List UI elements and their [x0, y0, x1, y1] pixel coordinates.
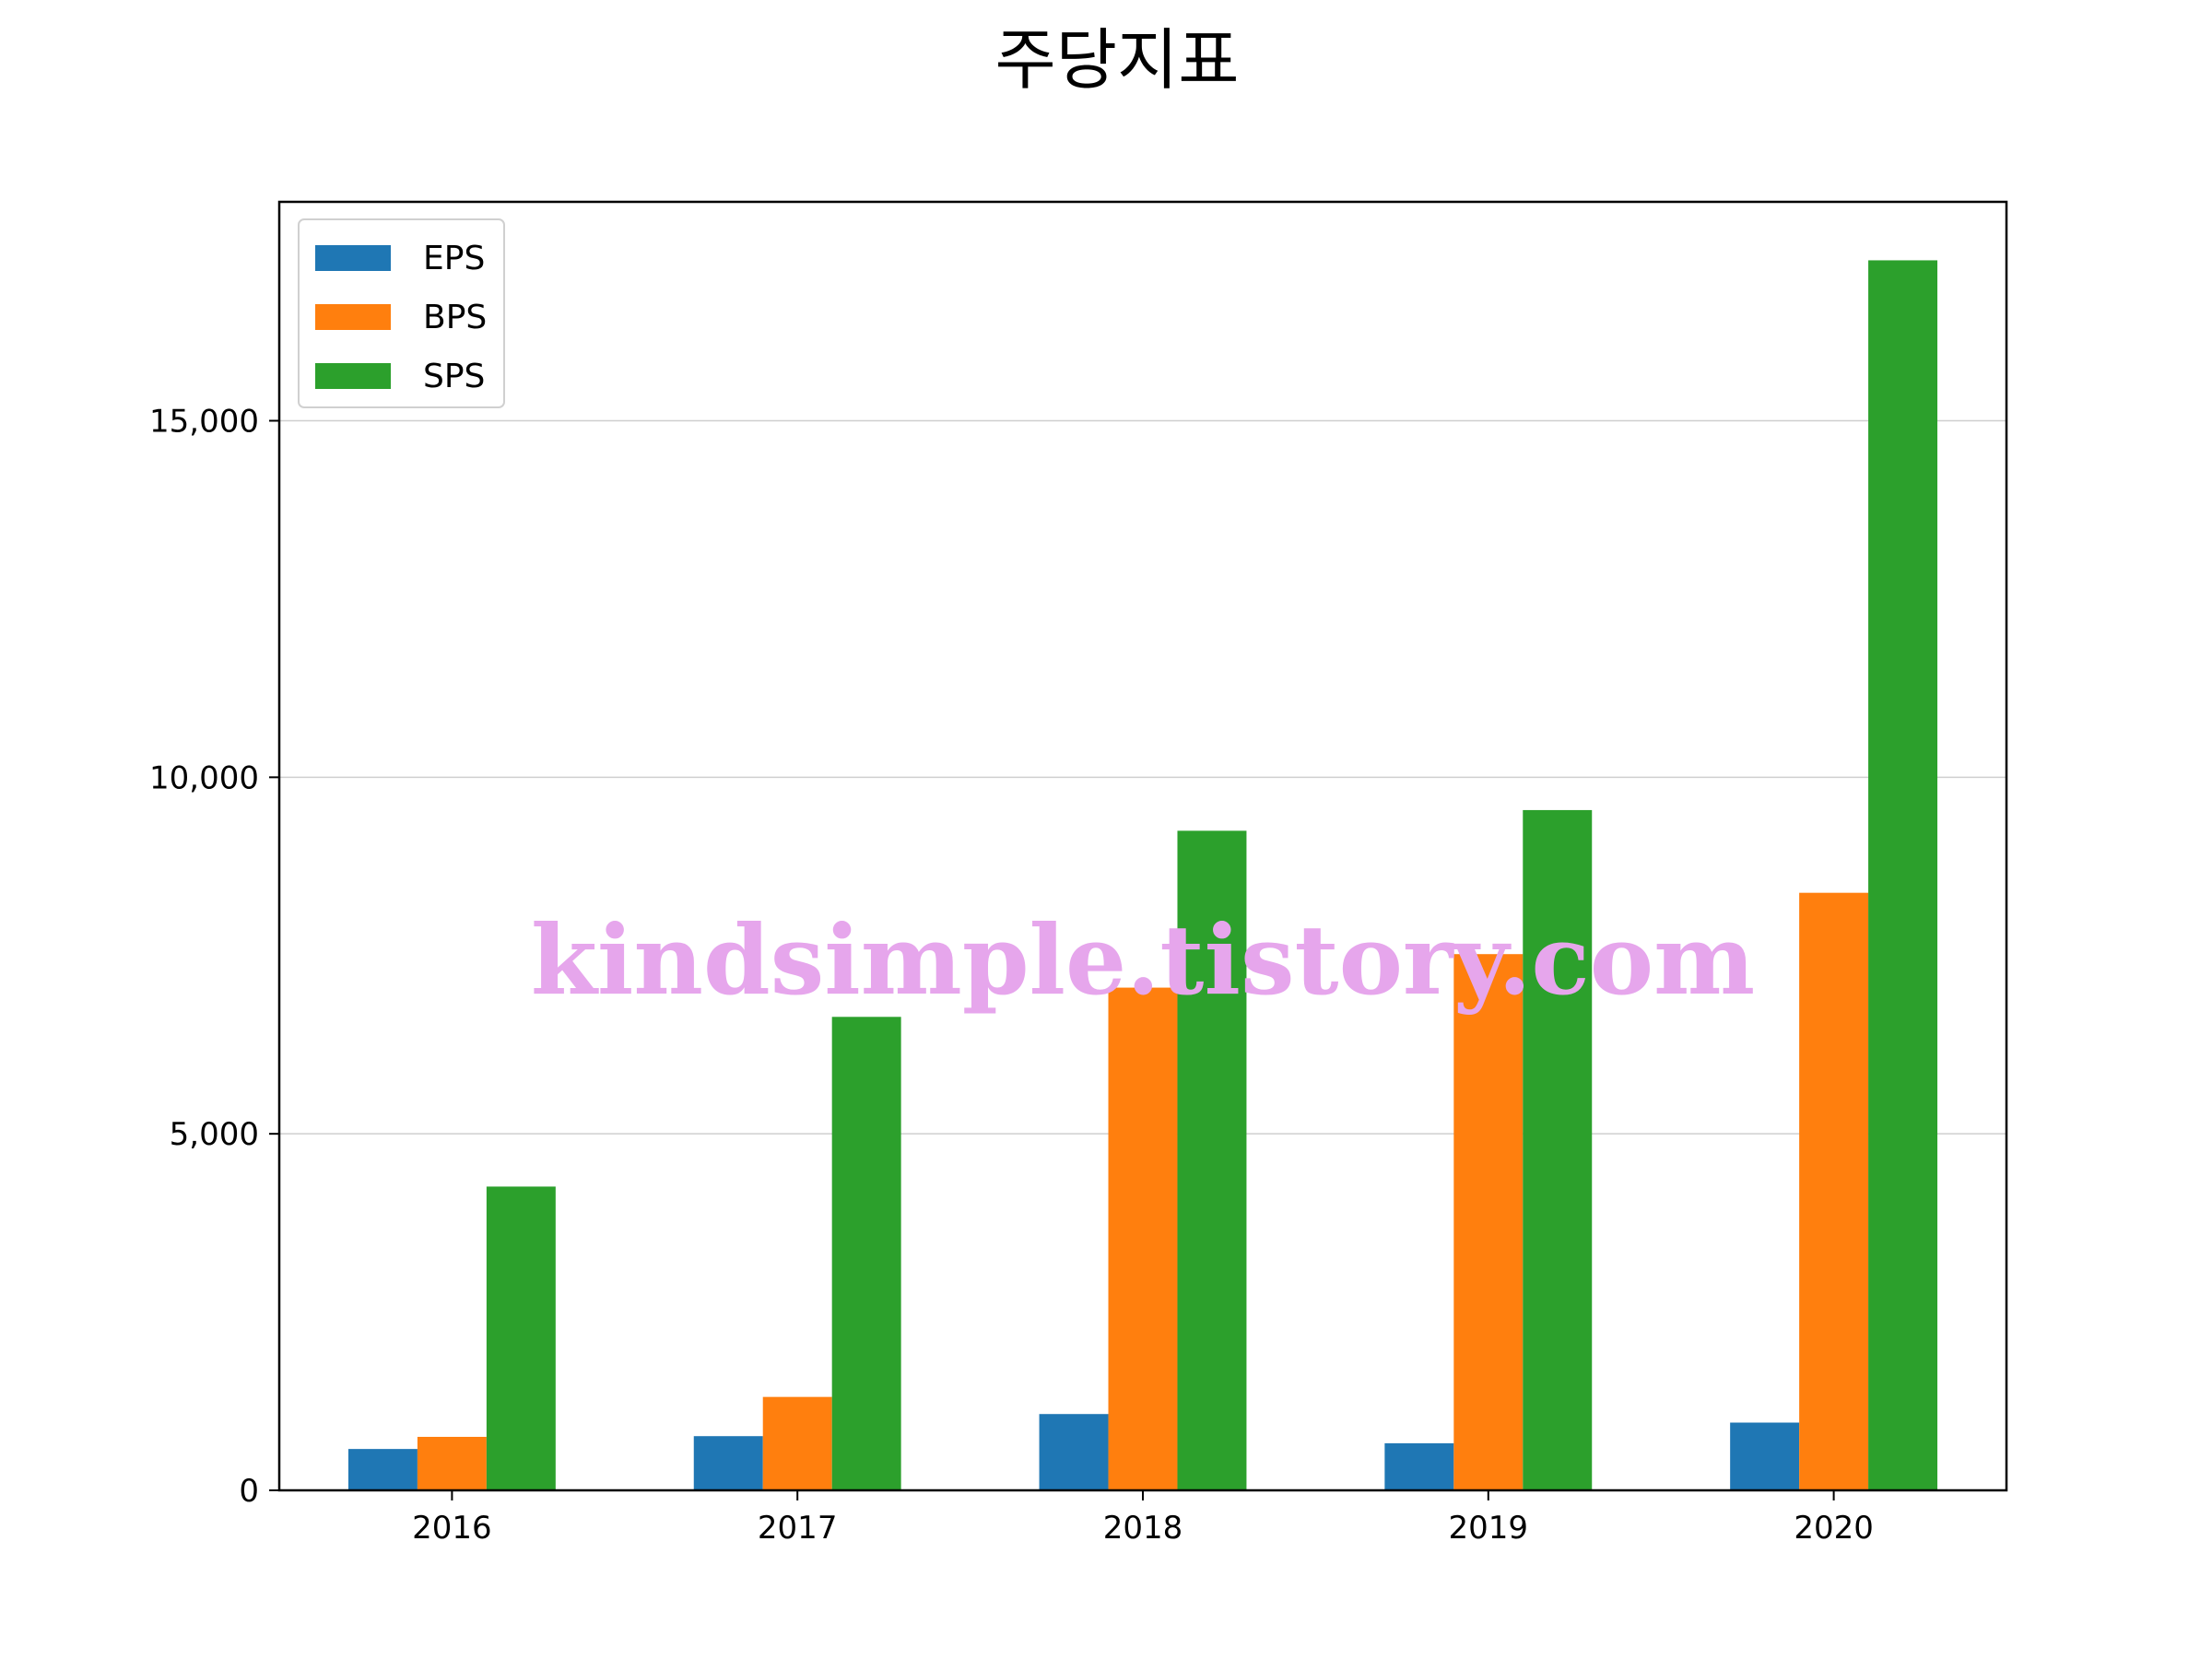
legend-swatch-sps — [315, 363, 391, 389]
bar-sps-2016 — [486, 1186, 556, 1490]
legend-swatch-eps — [315, 245, 391, 271]
legend-label-bps: BPS — [423, 299, 487, 336]
legend-swatch-bps — [315, 304, 391, 330]
bar-bps-2019 — [1453, 954, 1524, 1490]
x-tick-label: 2016 — [412, 1510, 492, 1547]
legend-label-eps: EPS — [423, 240, 485, 277]
y-tick-label: 10,000 — [149, 759, 259, 796]
x-tick-label: 2020 — [1794, 1510, 1874, 1547]
bars — [347, 260, 1938, 1490]
y-tick-label: 0 — [239, 1473, 259, 1510]
x-tick-label: 2018 — [1103, 1510, 1183, 1547]
legend-label-sps: SPS — [423, 358, 485, 395]
bar-sps-2017 — [831, 1017, 901, 1490]
bar-sps-2019 — [1523, 809, 1593, 1490]
chart-title: 주당지표 — [995, 21, 1240, 99]
y-tick-label: 5,000 — [170, 1116, 259, 1153]
bar-bps-2017 — [762, 1396, 832, 1490]
legend: EPS BPS SPS — [298, 218, 505, 408]
bar-sps-2020 — [1868, 260, 1938, 1490]
x-tick-label: 2019 — [1449, 1510, 1529, 1547]
bar-sps-2018 — [1177, 830, 1247, 1490]
bar-eps-2016 — [347, 1449, 418, 1490]
bar-eps-2017 — [693, 1436, 763, 1490]
bar-eps-2019 — [1384, 1442, 1454, 1490]
bar-eps-2020 — [1730, 1422, 1800, 1490]
x-axis: 2016 2017 2018 2019 2020 — [412, 1490, 1874, 1547]
y-axis: 0 5,000 10,000 15,000 — [149, 404, 279, 1510]
bar-eps-2018 — [1039, 1414, 1109, 1490]
y-tick-label: 15,000 — [149, 404, 259, 441]
x-tick-label: 2017 — [758, 1510, 838, 1547]
bar-bps-2016 — [417, 1436, 487, 1490]
bar-bps-2020 — [1799, 892, 1869, 1490]
bar-bps-2018 — [1108, 987, 1178, 1490]
watermark: kindsimple.tistory.com — [531, 903, 1755, 1017]
